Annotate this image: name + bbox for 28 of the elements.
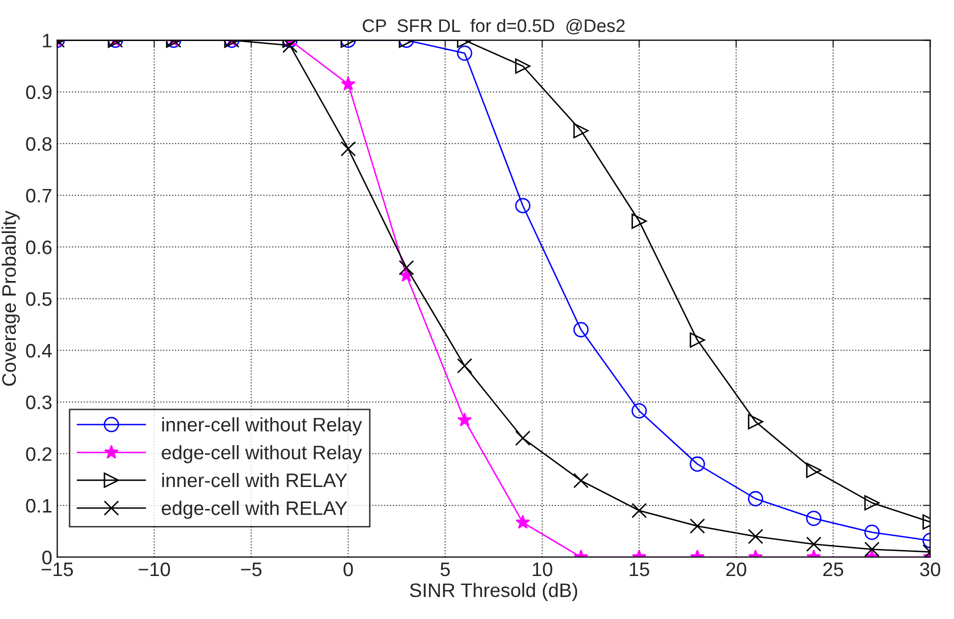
legend-label: edge-cell without Relay	[162, 445, 362, 464]
x-axis-title: SINR Thresold (dB)	[410, 582, 578, 601]
y-tick-label: 0.5	[26, 292, 52, 306]
y-tick-label: 0.1	[26, 498, 52, 513]
y-tick-label: 0.6	[26, 240, 52, 254]
x-tick-label: 20	[726, 562, 746, 576]
x-tick-label: 0	[344, 562, 353, 576]
legend-label: inner-cell without Relay	[162, 417, 362, 436]
legend-label: inner-cell with RELAY	[162, 472, 348, 488]
x-tick-label: −10	[138, 562, 170, 576]
y-tick-label: 0.4	[26, 344, 52, 358]
x-tick-label: −15	[42, 562, 73, 576]
x-tick-label: −5	[241, 562, 262, 576]
y-tick-label: 0.3	[26, 396, 52, 410]
x-tick-label: 15	[630, 562, 650, 576]
x-tick-label: 10	[532, 562, 552, 576]
y-tick-label: 0.7	[26, 188, 52, 203]
y-axis-title: Coverage Probablity	[2, 210, 20, 386]
y-tick-label: 0.8	[26, 137, 52, 151]
chart-title: CP SFR DL for d=0.5D @Des2	[362, 18, 625, 34]
y-tick-label: 0	[42, 550, 52, 564]
x-tick-label: 25	[823, 562, 844, 576]
x-tick-label: 5	[440, 562, 450, 576]
y-tick-label: 0.9	[26, 85, 52, 100]
legend-label: edge-cell with RELAY	[162, 500, 348, 519]
x-tick-label: 30	[920, 562, 940, 576]
y-tick-label: 1	[43, 34, 52, 48]
y-tick-label: 0.2	[26, 447, 52, 461]
